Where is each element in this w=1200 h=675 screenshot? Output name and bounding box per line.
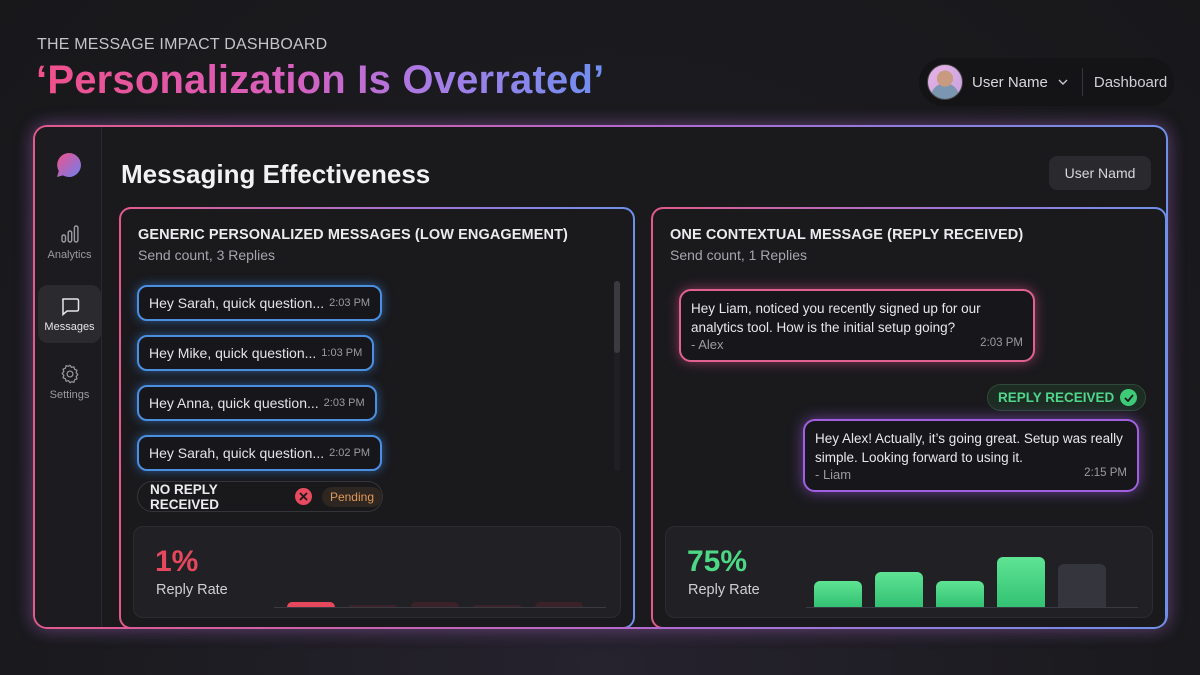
message-bubble[interactable]: Hey Mike, quick question... 1:03 PM (137, 335, 375, 371)
page-eyebrow: THE MESSAGE IMPACT DASHBOARD (37, 36, 328, 53)
message-time: 2:03 PM (323, 397, 365, 409)
chart-bar (814, 581, 862, 607)
message-time: 2:03 PM (329, 297, 371, 309)
reply-rate-chart (274, 537, 606, 608)
message-time: 1:03 PM (321, 347, 363, 359)
reply-rate-label: Reply Rate (156, 582, 228, 598)
message-time: 2:15 PM (1084, 467, 1127, 479)
chart-baseline (806, 607, 1138, 608)
message-author: - Alex (691, 337, 724, 352)
logo-icon (55, 151, 81, 177)
reply-rate-value: 1% (155, 545, 199, 578)
card-subtitle: Send count, 1 Replies (670, 247, 807, 263)
scrollbar-thumb[interactable] (614, 281, 620, 353)
reply-rate-panel: 1% Reply Rate (133, 526, 621, 618)
message-text: Hey Mike, quick question... (149, 345, 317, 361)
message-bubble[interactable]: Hey Sarah, quick question... 2:03 PM (137, 285, 383, 321)
chart-bar (349, 605, 397, 607)
message-text: Hey Alex! Actually, it’s going great. Se… (815, 431, 1123, 465)
gear-icon (61, 364, 78, 384)
reply-rate-panel: 75% Reply Rate (665, 526, 1153, 618)
message-author: - Liam (815, 467, 852, 482)
chart-bar (875, 572, 923, 607)
card-title: GENERIC PERSONALIZED MESSAGES (LOW ENGAG… (138, 227, 568, 243)
chevron-down-icon[interactable] (1058, 77, 1068, 87)
card-title: ONE CONTEXTUAL MESSAGE (REPLY RECEIVED) (670, 227, 1024, 243)
message-time: 2:02 PM (329, 447, 371, 459)
sidebar-item-settings[interactable]: Settings (38, 353, 101, 411)
user-menu[interactable]: User Name Dashboard (919, 58, 1174, 106)
chart-bar (936, 581, 984, 607)
user-name[interactable]: User Name (972, 73, 1048, 91)
sidebar: Analytics Messages Settings (35, 127, 102, 627)
section-title: Messaging Effectiveness (121, 159, 431, 189)
user-button[interactable]: User Namd (1049, 156, 1151, 190)
card-subtitle: Send count, 3 Replies (138, 247, 275, 263)
reply-received-badge: REPLY RECEIVED (987, 384, 1147, 411)
dashboard-link[interactable]: Dashboard (1093, 73, 1168, 91)
message-text: Hey Anna, quick question... (149, 395, 319, 411)
chart-bar (997, 557, 1045, 607)
close-circle-icon (295, 488, 312, 505)
chart-baseline (274, 607, 606, 608)
page-title: ‘Personalization Is Overrated’ (36, 58, 605, 102)
reply-rate-value: 75% (687, 545, 748, 578)
message-bubble[interactable]: Hey Anna, quick question... 2:03 PM (137, 385, 377, 421)
message-time: 2:03 PM (980, 337, 1023, 349)
message-bubble[interactable]: Hey Sarah, quick question... 2:02 PM (137, 435, 383, 471)
reply-message-bubble[interactable]: Hey Alex! Actually, it’s going great. Se… (803, 419, 1139, 492)
chart-bar (411, 602, 459, 607)
chart-bar (535, 602, 583, 607)
chart-bar (1058, 564, 1106, 607)
check-circle-icon (1120, 389, 1138, 406)
sidebar-item-label: Analytics (47, 249, 92, 261)
generic-messages-card: GENERIC PERSONALIZED MESSAGES (LOW ENGAG… (119, 207, 635, 627)
bar-chart-icon (60, 225, 79, 243)
status-label: REPLY RECEIVED (998, 390, 1115, 405)
status-label: NO REPLY RECEIVED (150, 481, 220, 512)
message-text: Hey Sarah, quick question... (149, 295, 325, 311)
pending-badge: Pending (321, 486, 382, 507)
dashboard-frame: Analytics Messages Settings Messaging Ef… (33, 125, 1168, 629)
sidebar-item-label: Messages (44, 321, 95, 333)
contextual-message-card: ONE CONTEXTUAL MESSAGE (REPLY RECEIVED) … (651, 207, 1166, 627)
chat-bubble-icon (61, 298, 79, 317)
avatar[interactable] (927, 64, 963, 100)
message-text: Hey Liam, noticed you recently signed up… (691, 301, 981, 335)
reply-rate-label: Reply Rate (688, 582, 760, 598)
message-text: Hey Sarah, quick question... (149, 445, 325, 461)
chart-bar (287, 602, 335, 607)
reply-rate-chart (806, 537, 1138, 608)
divider (1081, 68, 1083, 96)
sent-message-bubble[interactable]: Hey Liam, noticed you recently signed up… (679, 289, 1035, 362)
no-reply-status: NO REPLY RECEIVED Pending (137, 481, 383, 512)
chart-bar (473, 605, 521, 607)
sidebar-item-analytics[interactable]: Analytics (38, 213, 101, 271)
sidebar-item-messages[interactable]: Messages (38, 285, 101, 343)
sidebar-item-label: Settings (49, 389, 90, 401)
scrollbar-track[interactable] (614, 281, 620, 471)
